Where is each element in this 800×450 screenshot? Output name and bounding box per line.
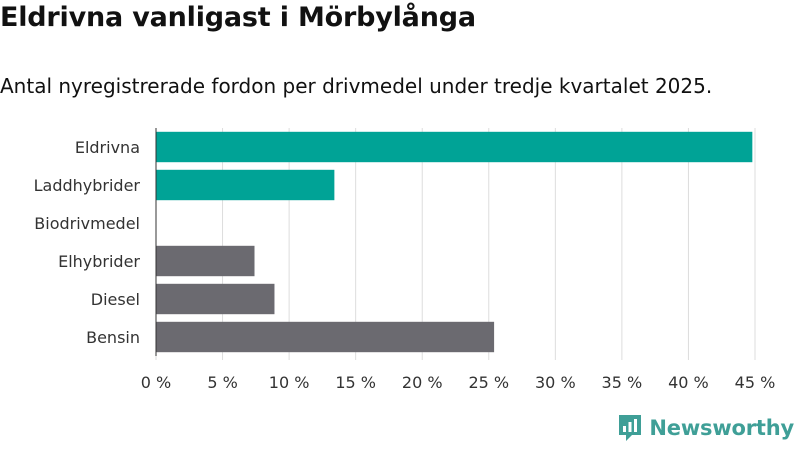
- x-tick-label: 25 %: [468, 373, 509, 392]
- chart-title: Eldrivna vanligast i Mörbylånga: [0, 2, 476, 33]
- x-tick-label: 30 %: [535, 373, 576, 392]
- x-tick-label: 20 %: [402, 373, 443, 392]
- bar-bensin: [156, 321, 495, 353]
- bar-elhybrider: [156, 245, 255, 277]
- category-label: Laddhybrider: [34, 176, 141, 195]
- x-tick-label: 0 %: [141, 373, 171, 392]
- category-label: Bensin: [86, 328, 140, 347]
- bar-diesel: [156, 283, 275, 315]
- x-tick-label: 5 %: [207, 373, 237, 392]
- category-label: Biodrivmedel: [34, 214, 140, 233]
- bar-laddhybrider: [156, 169, 335, 201]
- newsworthy-logo-icon: [619, 415, 642, 441]
- newsworthy-logo-text: Newsworthy: [649, 416, 794, 440]
- category-label: Diesel: [91, 290, 140, 309]
- x-tick-label: 35 %: [602, 373, 643, 392]
- bar-eldrivna: [156, 131, 753, 163]
- newsworthy-logo: Newsworthy: [617, 412, 794, 444]
- x-tick-label: 45 %: [735, 373, 776, 392]
- chart-subtitle: Antal nyregistrerade fordon per drivmede…: [0, 74, 713, 98]
- x-tick-label: 10 %: [269, 373, 310, 392]
- x-tick-label: 40 %: [668, 373, 709, 392]
- x-tick-label: 15 %: [335, 373, 376, 392]
- category-label: Eldrivna: [75, 138, 140, 157]
- category-label: Elhybrider: [58, 252, 140, 271]
